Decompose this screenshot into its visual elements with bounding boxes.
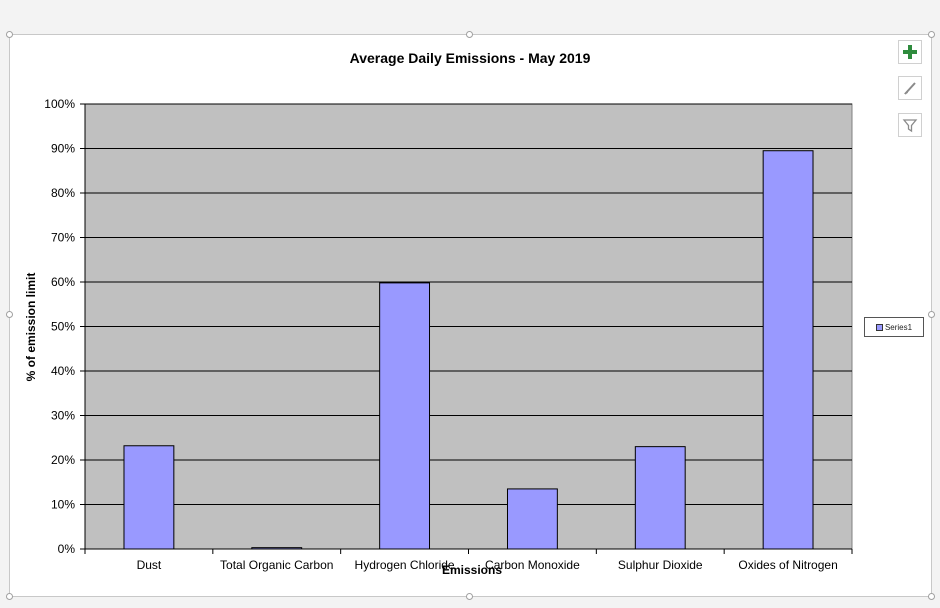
chart-title: Average Daily Emissions - May 2019 [350, 50, 591, 66]
bar[interactable] [379, 282, 431, 550]
chart-filters-button[interactable] [898, 113, 922, 137]
x-tick-label: Dust [137, 558, 162, 572]
x-tick-label: Hydrogen Chloride [355, 558, 455, 572]
chart-elements-button[interactable] [898, 40, 922, 64]
legend[interactable]: Series1 [864, 317, 924, 337]
resize-handle-middle-left[interactable] [6, 311, 13, 318]
brush-icon [904, 82, 916, 95]
gridlines [85, 103, 852, 505]
y-tick-label: 70% [51, 231, 75, 245]
resize-handle-bottom-center[interactable] [466, 593, 473, 600]
bar[interactable] [762, 150, 814, 550]
resize-handle-bottom-left[interactable] [6, 593, 13, 600]
y-tick-label: 50% [51, 320, 75, 334]
plus-icon [903, 45, 917, 59]
bar[interactable] [506, 488, 558, 550]
resize-handle-top-right[interactable] [928, 31, 935, 38]
y-tick-label: 60% [51, 275, 75, 289]
resize-handle-bottom-right[interactable] [928, 593, 935, 600]
x-tick-labels: Dust Total Organic Carbon Hydrogen Chlorid… [137, 558, 838, 572]
y-tick-labels: 0% 10% 20% 30% 40% 50% 60% 70% 80% 90% 100% [44, 97, 75, 556]
y-tick-label: 100% [44, 97, 75, 111]
y-axis-title: % of emission limit [24, 273, 38, 382]
y-tick-label: 0% [58, 542, 76, 556]
y-tick-label: 80% [51, 186, 75, 200]
x-tick-label: Carbon Monoxide [485, 558, 580, 572]
x-tick-label: Oxides of Nitrogen [738, 558, 837, 572]
filter-icon [902, 119, 918, 133]
y-tick-label: 30% [51, 409, 75, 423]
y-tick-label: 90% [51, 142, 75, 156]
bar[interactable] [634, 446, 686, 550]
bars [123, 150, 814, 550]
x-tick-label: Sulphur Dioxide [618, 558, 703, 572]
resize-handle-middle-right[interactable] [928, 311, 935, 318]
resize-handle-top-center[interactable] [466, 31, 473, 38]
legend-label: Series1 [884, 322, 913, 332]
axes [80, 103, 853, 554]
resize-handle-top-left[interactable] [6, 31, 13, 38]
y-tick-label: 20% [51, 453, 75, 467]
chart-styles-button[interactable] [898, 76, 922, 100]
x-tick-label: Total Organic Carbon [220, 558, 333, 572]
y-tick-label: 10% [51, 498, 75, 512]
y-tick-label: 40% [51, 364, 75, 378]
legend-swatch [875, 323, 883, 331]
x-axis-title: Emissions [442, 563, 502, 577]
bar[interactable] [123, 445, 175, 550]
